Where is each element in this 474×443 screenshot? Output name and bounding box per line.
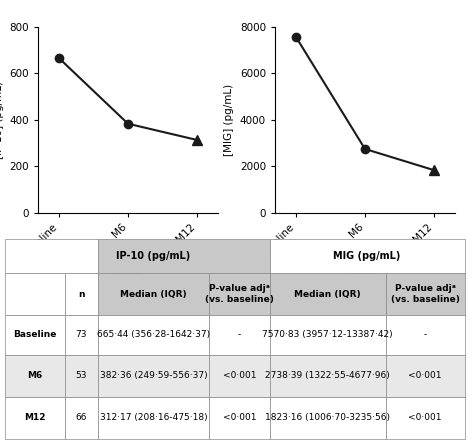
Y-axis label: [IP-10] (pg/mL): [IP-10] (pg/mL) — [0, 81, 4, 159]
Text: 73: 73 — [76, 330, 87, 339]
Text: Median (IQR): Median (IQR) — [294, 290, 361, 299]
X-axis label: Time: Time — [348, 266, 382, 279]
Y-axis label: [MIG] (pg/mL): [MIG] (pg/mL) — [224, 84, 234, 155]
Text: Median (IQR): Median (IQR) — [120, 290, 187, 299]
Text: 7570·83 (3957·12-13387·42): 7570·83 (3957·12-13387·42) — [262, 330, 393, 339]
Text: -: - — [237, 330, 241, 339]
Text: n: n — [78, 290, 85, 299]
Text: M6: M6 — [27, 371, 43, 380]
Text: 382·36 (249·59-556·37): 382·36 (249·59-556·37) — [100, 371, 207, 380]
Text: IP-10 (pg/mL): IP-10 (pg/mL) — [116, 251, 191, 261]
Text: 312·17 (208·16-475·18): 312·17 (208·16-475·18) — [100, 413, 207, 422]
Text: 2738·39 (1322·55-4677·96): 2738·39 (1322·55-4677·96) — [265, 371, 390, 380]
Text: Baseline: Baseline — [13, 330, 56, 339]
Text: <0·001: <0·001 — [223, 413, 256, 422]
Text: 66: 66 — [76, 413, 87, 422]
Text: 1823·16 (1006·70-3235·56): 1823·16 (1006·70-3235·56) — [265, 413, 390, 422]
Text: P-value adjᵃ
(vs. baseline): P-value adjᵃ (vs. baseline) — [205, 284, 274, 304]
X-axis label: Time: Time — [111, 266, 145, 279]
Text: 665·44 (356·28-1642·37): 665·44 (356·28-1642·37) — [97, 330, 210, 339]
Text: M12: M12 — [24, 413, 46, 422]
Text: <0·001: <0·001 — [409, 371, 442, 380]
Text: -: - — [423, 330, 427, 339]
Text: P-value adjᵃ
(vs. baseline): P-value adjᵃ (vs. baseline) — [391, 284, 460, 304]
Text: <0·001: <0·001 — [409, 413, 442, 422]
Text: 53: 53 — [76, 371, 87, 380]
Text: <0·001: <0·001 — [223, 371, 256, 380]
Text: MIG (pg/mL): MIG (pg/mL) — [333, 251, 401, 261]
